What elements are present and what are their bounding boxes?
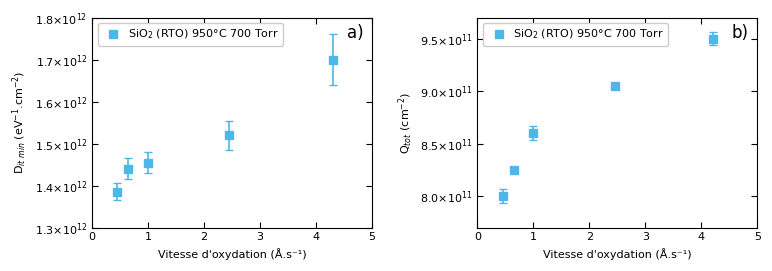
Text: b): b) [732,24,749,42]
X-axis label: Vitesse d'oxydation (Å.s⁻¹): Vitesse d'oxydation (Å.s⁻¹) [157,248,306,260]
Legend: SiO$_2$ (RTO) 950°C 700 Torr: SiO$_2$ (RTO) 950°C 700 Torr [483,23,669,46]
X-axis label: Vitesse d'oxydation (Å.s⁻¹): Vitesse d'oxydation (Å.s⁻¹) [543,248,692,260]
Text: a): a) [347,24,364,42]
Y-axis label: D$_{it\ min}$ (eV$^{-1}$.cm$^{-2}$): D$_{it\ min}$ (eV$^{-1}$.cm$^{-2}$) [11,71,29,174]
Y-axis label: Q$_{tot}$ (cm$^{-2}$): Q$_{tot}$ (cm$^{-2}$) [396,92,415,154]
Legend: SiO$_2$ (RTO) 950°C 700 Torr: SiO$_2$ (RTO) 950°C 700 Torr [97,23,283,46]
